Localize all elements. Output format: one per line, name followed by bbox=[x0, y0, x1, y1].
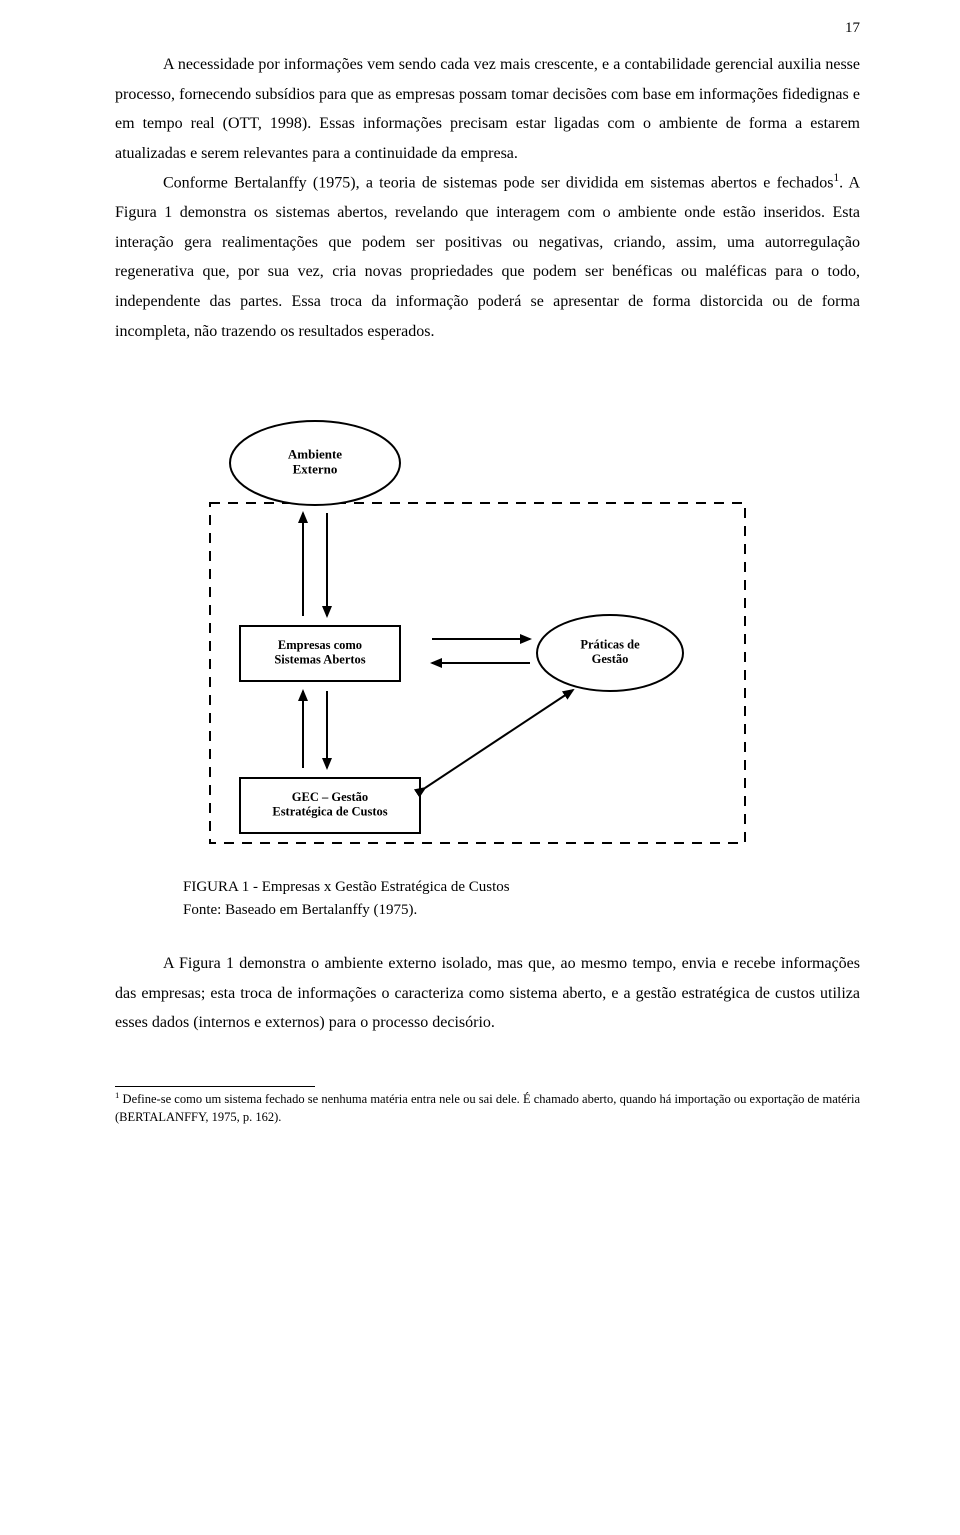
paragraph-2b: . A Figura 1 demonstra os sistemas abert… bbox=[115, 175, 860, 340]
paragraph-1: A necessidade por informações vem sendo … bbox=[115, 50, 860, 168]
figure-1-diagram: AmbienteExterno Empresas comoSistemas Abe… bbox=[115, 388, 860, 868]
svg-text:Práticas de: Práticas de bbox=[580, 638, 640, 652]
footnote-text: Define-se como um sistema fechado se nen… bbox=[115, 1092, 860, 1124]
paragraph-2a: Conforme Bertalanffy (1975), a teoria de… bbox=[163, 175, 834, 192]
figure-caption-line1: FIGURA 1 - Empresas x Gestão Estratégica… bbox=[183, 879, 510, 895]
figure-1-caption: FIGURA 1 - Empresas x Gestão Estratégica… bbox=[183, 876, 860, 921]
svg-text:Externo: Externo bbox=[293, 462, 338, 477]
svg-text:Empresas como: Empresas como bbox=[278, 638, 362, 652]
svg-text:Sistemas Abertos: Sistemas Abertos bbox=[274, 653, 365, 667]
svg-text:Ambiente: Ambiente bbox=[288, 447, 342, 462]
svg-text:Gestão: Gestão bbox=[592, 652, 629, 666]
figure-caption-line2: Fonte: Baseado em Bertalanffy (1975). bbox=[183, 902, 417, 918]
footnote-separator bbox=[115, 1086, 315, 1087]
flowchart-svg: AmbienteExterno Empresas comoSistemas Abe… bbox=[115, 388, 755, 868]
footnote-1: 1 Define-se como um sistema fechado se n… bbox=[115, 1089, 860, 1126]
svg-text:Estratégica de Custos: Estratégica de Custos bbox=[272, 805, 387, 819]
paragraph-2: Conforme Bertalanffy (1975), a teoria de… bbox=[115, 168, 860, 346]
page: 17 A necessidade por informações vem sen… bbox=[0, 0, 960, 1166]
svg-text:GEC – Gestão: GEC – Gestão bbox=[292, 790, 368, 804]
page-number: 17 bbox=[845, 20, 860, 37]
paragraph-3: A Figura 1 demonstra o ambiente externo … bbox=[115, 949, 860, 1038]
